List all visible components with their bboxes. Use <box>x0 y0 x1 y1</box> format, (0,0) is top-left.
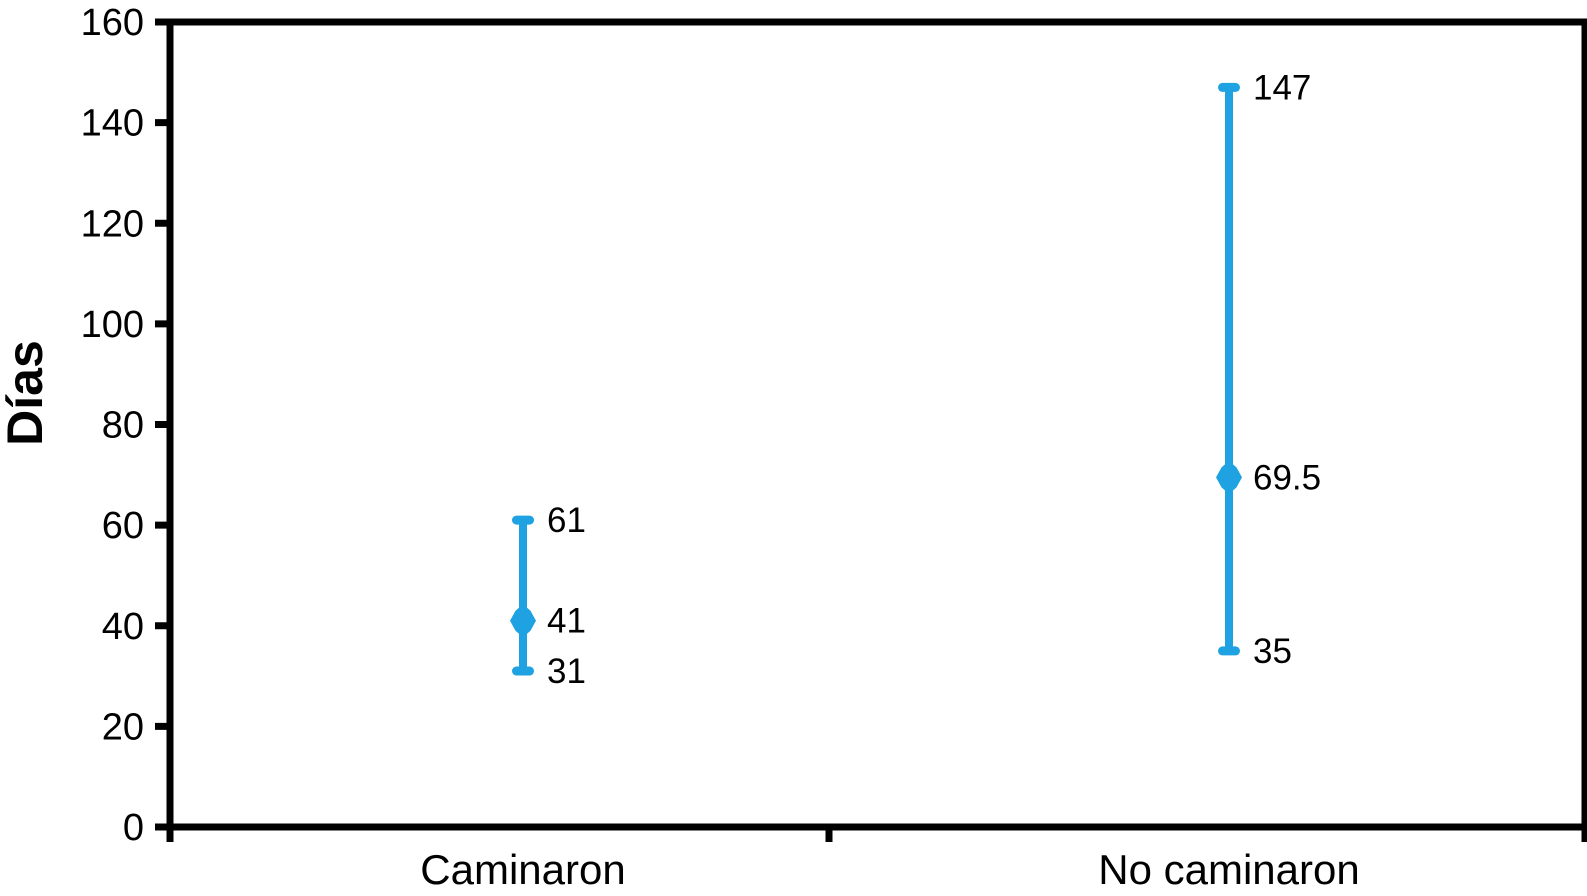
y-axis-tick-label: 80 <box>102 405 144 447</box>
y-axis-tick-label: 140 <box>81 103 144 145</box>
low-cap <box>512 666 534 676</box>
low-value-label: 31 <box>547 652 586 691</box>
y-axis: 0 20 40 60 80 100 120 140 160 <box>81 2 170 849</box>
high-value-label: 61 <box>547 501 586 540</box>
y-axis-tick-label: 160 <box>81 2 144 44</box>
y-axis-tick-label: 60 <box>102 505 144 547</box>
high-cap <box>512 515 534 525</box>
y-axis-tick-label: 20 <box>102 706 144 748</box>
low-cap <box>1218 646 1240 656</box>
high-cap <box>1218 82 1240 92</box>
low-value-label: 35 <box>1253 632 1292 671</box>
x-axis: Caminaron No caminaron <box>166 827 1587 893</box>
error-bar-caminaron: 61 41 31 <box>510 501 586 691</box>
median-marker <box>1216 463 1242 491</box>
y-axis-tick-label: 100 <box>81 304 144 346</box>
median-marker <box>510 607 536 635</box>
high-value-label: 147 <box>1253 68 1311 107</box>
y-axis-tick-label: 0 <box>123 807 144 849</box>
y-axis-tick-label: 40 <box>102 606 144 648</box>
median-value-label: 69.5 <box>1253 458 1321 497</box>
y-axis-tick-label: 120 <box>81 203 144 245</box>
median-value-label: 41 <box>547 602 586 641</box>
x-axis-category-label: No caminaron <box>1098 846 1359 893</box>
x-axis-category-label: Caminaron <box>420 846 625 893</box>
error-bar-no-caminaron: 147 69.5 35 <box>1216 68 1321 671</box>
y-axis-title: Días <box>0 340 53 446</box>
